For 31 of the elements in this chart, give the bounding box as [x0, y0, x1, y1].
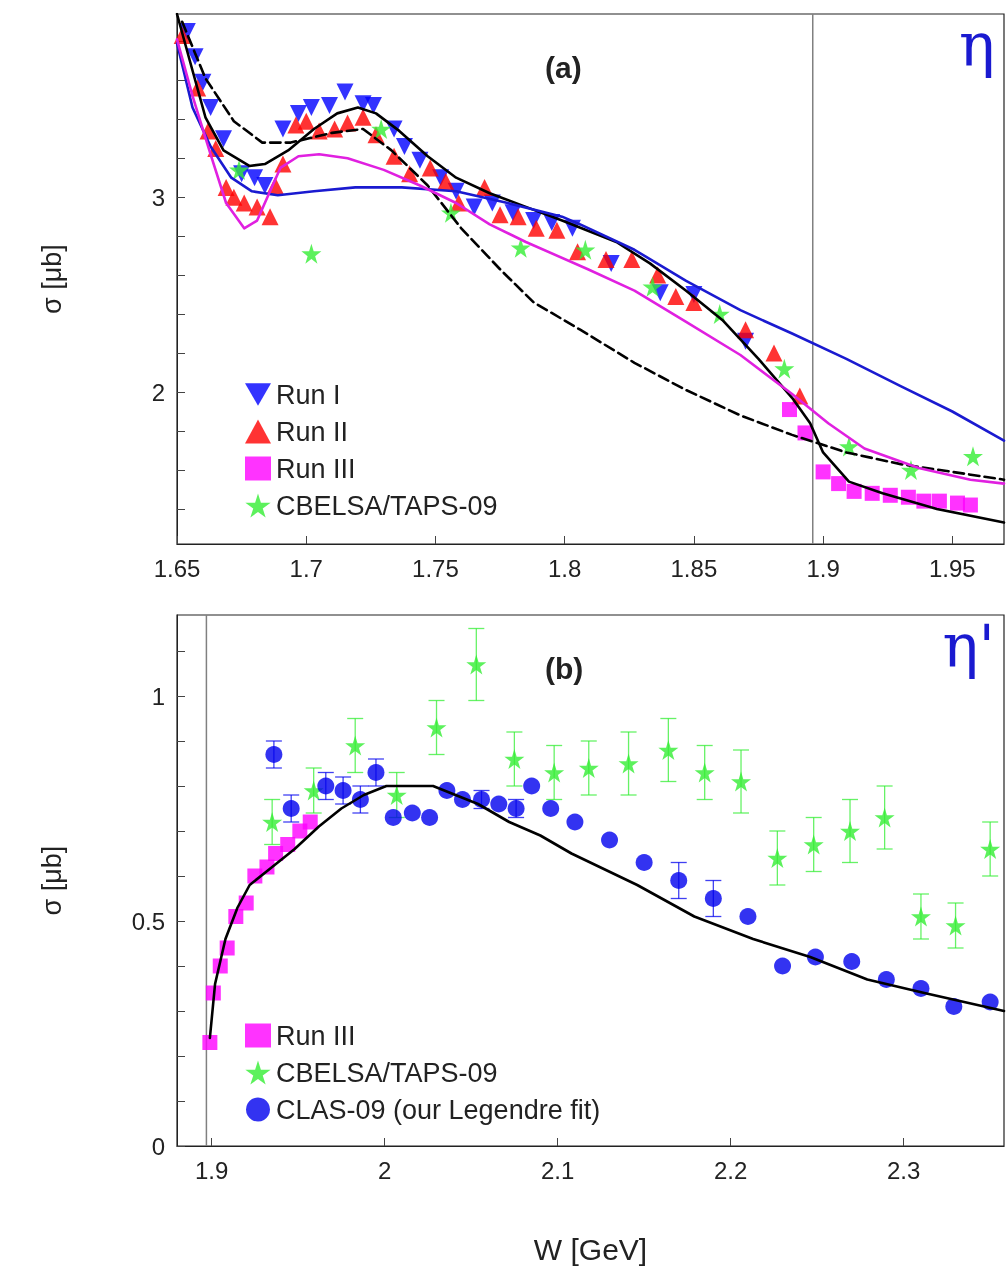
x-tick-label: 1.65	[153, 554, 201, 582]
legend-label: CLAS-09 (our Legendre fit)	[276, 1094, 601, 1125]
y-tick-label: 0.5	[131, 907, 165, 935]
x-tick-label: 1.7	[289, 554, 323, 582]
legend-label: Run III	[276, 453, 356, 484]
x-tick-label: 1.75	[412, 554, 459, 582]
y-tick-label: 2	[151, 378, 165, 406]
annotation: (a)	[545, 50, 582, 84]
chart-title: η	[959, 10, 996, 80]
legend-label: Run I	[276, 379, 341, 410]
chart-title: η'	[942, 611, 996, 681]
legend-label: Run II	[276, 416, 349, 447]
x-tick-label: 1.8	[547, 554, 582, 582]
legend-label: CBELSA/TAPS-09	[276, 490, 498, 521]
legend-label: Run III	[276, 1020, 356, 1051]
x-tick-label: 1.9	[194, 1156, 229, 1184]
x-tick-label: 1.95	[928, 554, 976, 582]
y-tick-label: 0	[151, 1132, 165, 1160]
x-tick-label: 1.9	[806, 554, 840, 582]
x-tick-label: 2.2	[713, 1156, 748, 1184]
legend-label: CBELSA/TAPS-09	[276, 1057, 498, 1088]
y-axis-title: σ [μb]	[36, 244, 67, 314]
x-tick-label: 2	[377, 1156, 392, 1184]
annotation: (b)	[545, 651, 584, 685]
x-tick-label: 2.3	[886, 1156, 921, 1184]
x-axis-title: W [GeV]	[533, 1232, 648, 1266]
x-tick-label: 1.85	[670, 554, 718, 582]
y-tick-label: 3	[151, 183, 165, 211]
x-tick-label: 2.1	[540, 1156, 575, 1184]
y-tick-label: 1	[151, 682, 165, 710]
y-axis-title: σ [μb]	[36, 845, 67, 916]
